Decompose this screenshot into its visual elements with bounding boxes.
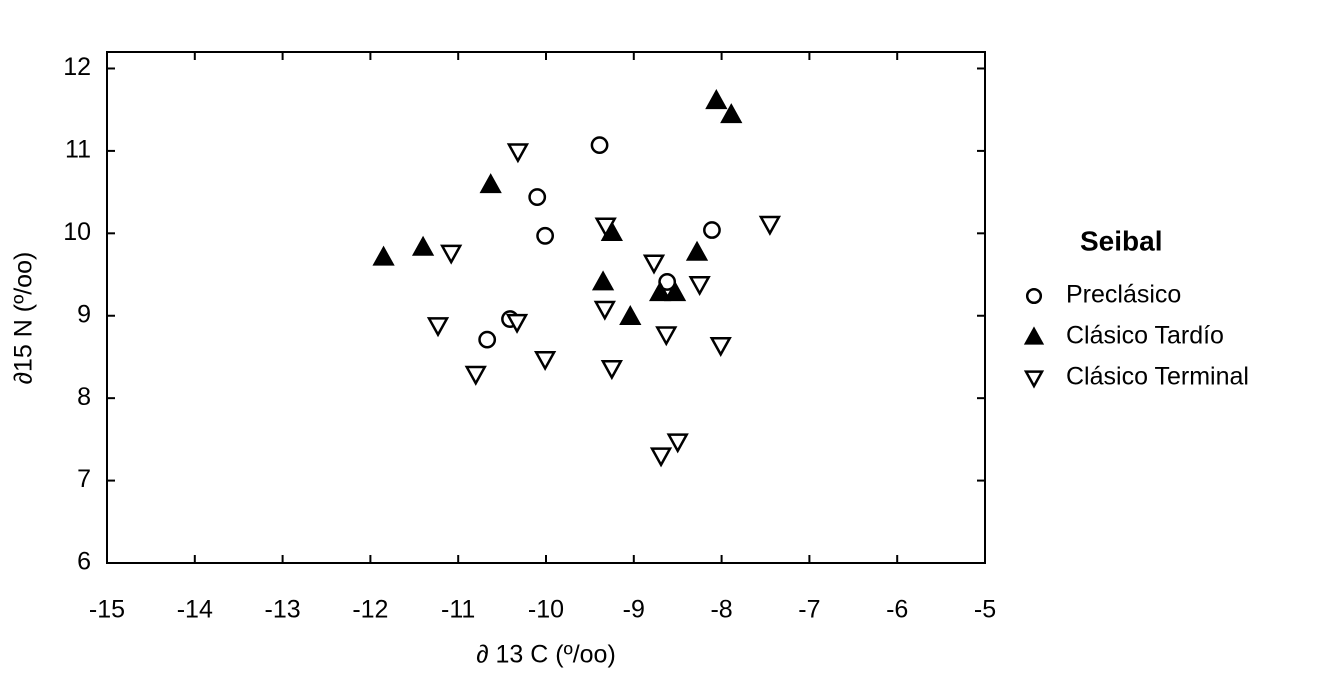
point (758, 215, 782, 236)
x-tick-label: -11 (441, 596, 475, 624)
point (536, 226, 555, 245)
legend-label: Clásico Tardío (1066, 322, 1224, 350)
point (590, 136, 609, 155)
point (666, 433, 689, 454)
point (703, 221, 721, 239)
point (464, 365, 487, 386)
x-tick-label: -7 (798, 596, 820, 624)
point (533, 350, 557, 371)
legend-marker (1023, 370, 1045, 389)
y-tick-label: 12 (63, 53, 91, 81)
x-tick-label: -9 (623, 596, 645, 624)
legend-marker (1025, 287, 1043, 305)
point (619, 304, 642, 326)
legend-marker (1023, 326, 1045, 345)
point (688, 275, 711, 296)
point (642, 254, 666, 275)
y-tick-label: 7 (77, 465, 91, 493)
point (663, 281, 687, 302)
x-tick-label: -5 (974, 596, 996, 624)
x-tick-label: -14 (177, 596, 213, 624)
point (372, 245, 395, 266)
point (479, 173, 502, 194)
point (426, 317, 450, 338)
y-tick-label: 8 (77, 383, 91, 411)
point (655, 326, 678, 347)
x-tick-label: -8 (710, 596, 732, 624)
x-tick-label: -10 (528, 596, 564, 624)
point (649, 281, 672, 302)
x-tick-label: -12 (352, 596, 388, 624)
legend-title: Seibal (1080, 225, 1162, 256)
point (411, 235, 435, 256)
y-tick-label: 9 (77, 300, 91, 328)
y-tick-label: 11 (65, 136, 91, 164)
legend-label: Clásico Terminal (1066, 363, 1249, 391)
point (649, 447, 673, 468)
point (600, 360, 623, 381)
point (591, 270, 615, 291)
legend-label: Preclásico (1066, 281, 1181, 309)
y-tick-label: 6 (77, 548, 91, 576)
point (505, 313, 529, 334)
x-axis-label: ∂ 13 C (º/oo) (476, 641, 616, 669)
point (709, 336, 732, 357)
point (506, 143, 530, 164)
point (720, 103, 743, 124)
point (685, 240, 709, 261)
plot-frame (106, 51, 986, 564)
point (705, 89, 728, 110)
point (594, 217, 617, 238)
y-axis-label: ∂15 N (º/oo) (10, 252, 38, 385)
point (478, 330, 497, 349)
x-tick-label: -15 (89, 596, 125, 624)
point (440, 244, 463, 265)
x-tick-label: -6 (886, 596, 908, 624)
y-tick-label: 10 (63, 218, 91, 246)
x-tick-label: -13 (265, 596, 301, 624)
point (593, 300, 616, 321)
point (528, 188, 547, 206)
